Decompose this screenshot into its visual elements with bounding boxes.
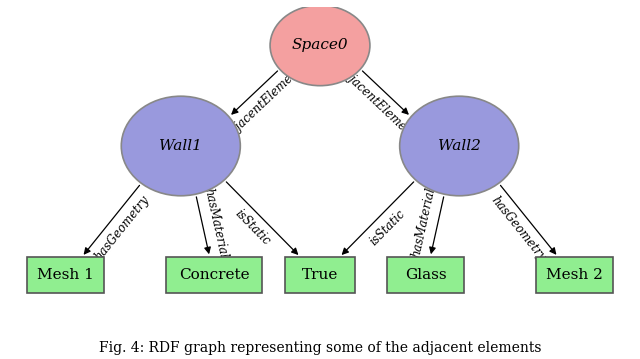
Text: hasGeometry: hasGeometry	[488, 194, 548, 264]
FancyBboxPatch shape	[285, 257, 355, 293]
FancyBboxPatch shape	[166, 257, 262, 293]
Ellipse shape	[122, 96, 241, 196]
Text: adjacentElement: adjacentElement	[335, 63, 418, 142]
Text: isStatic: isStatic	[367, 208, 408, 248]
Text: Fig. 4: RDF graph representing some of the adjacent elements: Fig. 4: RDF graph representing some of t…	[99, 341, 541, 355]
FancyBboxPatch shape	[28, 257, 104, 293]
Text: Wall2: Wall2	[438, 139, 481, 153]
Text: Wall1: Wall1	[159, 139, 202, 153]
Text: isStatic: isStatic	[232, 208, 273, 248]
FancyBboxPatch shape	[387, 257, 464, 293]
FancyBboxPatch shape	[536, 257, 613, 293]
Text: adjacentElement: adjacentElement	[222, 63, 305, 142]
Text: Concrete: Concrete	[179, 268, 250, 282]
Text: hasMaterial: hasMaterial	[410, 186, 438, 259]
Ellipse shape	[400, 96, 519, 196]
Text: Space0: Space0	[292, 38, 348, 52]
Text: hasGeometry: hasGeometry	[92, 194, 152, 264]
Text: hasMaterial: hasMaterial	[202, 186, 230, 259]
Text: Glass: Glass	[404, 268, 447, 282]
Text: True: True	[302, 268, 338, 282]
Text: Mesh 1: Mesh 1	[37, 268, 94, 282]
Text: Mesh 2: Mesh 2	[546, 268, 603, 282]
Ellipse shape	[270, 5, 370, 86]
